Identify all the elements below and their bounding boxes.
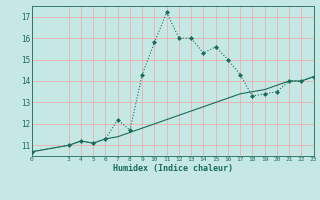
X-axis label: Humidex (Indice chaleur): Humidex (Indice chaleur) (113, 164, 233, 173)
